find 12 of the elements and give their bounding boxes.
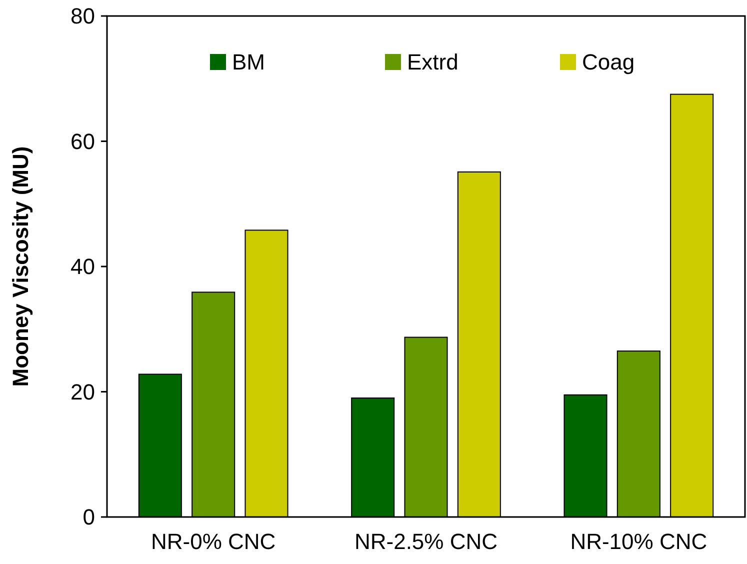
y-tick-label: 80 <box>70 4 95 29</box>
legend-label: Extrd <box>407 50 458 75</box>
legend-label: Coag <box>582 50 635 75</box>
y-axis-title: Mooney Viscosity (MU) <box>8 146 33 387</box>
x-tick-label: NR-0% CNC <box>150 529 276 554</box>
y-tick-label: 0 <box>82 504 95 530</box>
y-tick-label: 60 <box>70 128 95 154</box>
legend-label: BM <box>232 50 265 75</box>
y-tick-label: 20 <box>70 379 95 404</box>
x-tick-label: NR-10% CNC <box>570 529 708 554</box>
y-tick-label: 40 <box>70 254 95 280</box>
x-tick-label: NR-2.5% CNC <box>354 529 498 554</box>
